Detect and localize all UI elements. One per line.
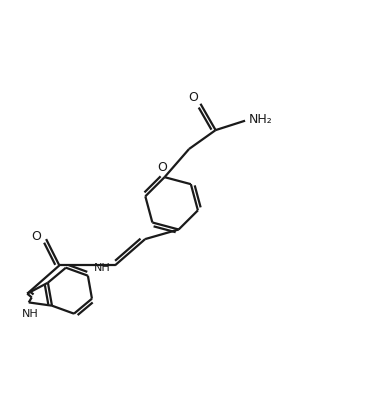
Text: O: O — [189, 90, 198, 104]
Text: O: O — [32, 229, 42, 242]
Text: NH₂: NH₂ — [249, 113, 273, 126]
Text: NH: NH — [94, 263, 110, 273]
Text: O: O — [158, 161, 167, 174]
Text: NH: NH — [22, 308, 39, 318]
